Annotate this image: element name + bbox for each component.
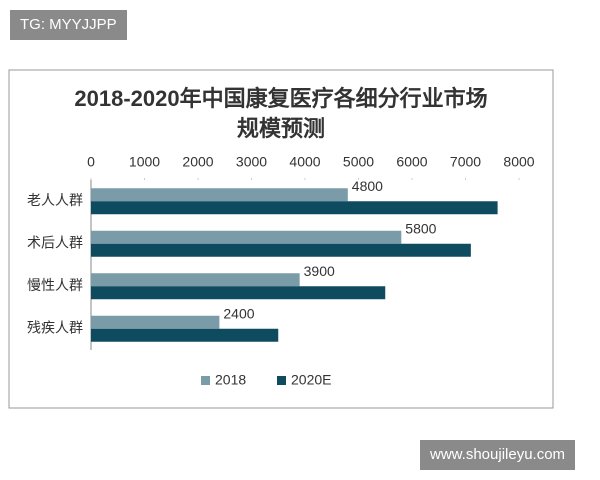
x-tick-label: 1000 <box>129 154 160 170</box>
bar <box>91 315 220 329</box>
bar <box>91 273 300 287</box>
data-label: 3900 <box>304 263 335 279</box>
legend-swatch <box>201 376 210 385</box>
bar <box>91 188 348 202</box>
x-tick-label: 0 <box>87 154 95 170</box>
legend-swatch <box>277 376 286 385</box>
bar <box>91 201 498 215</box>
bar <box>91 286 386 300</box>
y-tick-label: 慢性人群 <box>27 277 83 293</box>
chart-title: 2018-2020年中国康复医疗各细分行业市场规模预测 <box>74 86 488 141</box>
data-label: 5800 <box>405 220 436 236</box>
y-tick-label: 术后人群 <box>27 234 83 250</box>
watermark: www.shoujileyu.com <box>420 440 576 470</box>
watermark: TG: MYYJJPP <box>10 10 127 40</box>
legend-label: 2018 <box>215 372 246 388</box>
x-tick-label: 6000 <box>396 154 427 170</box>
data-label: 2400 <box>223 305 254 321</box>
y-tick-label: 老人人群 <box>27 192 83 208</box>
bar <box>91 230 402 244</box>
x-tick-label: 4000 <box>289 154 320 170</box>
bar <box>91 328 279 342</box>
x-tick-label: 2000 <box>182 154 213 170</box>
bar <box>91 243 471 257</box>
x-tick-label: 8000 <box>503 154 534 170</box>
legend-label: 2020E <box>291 372 331 388</box>
x-tick-label: 3000 <box>236 154 267 170</box>
x-tick-label: 7000 <box>450 154 481 170</box>
data-label: 4800 <box>352 178 383 194</box>
y-tick-label: 残疾人群 <box>27 319 83 335</box>
x-tick-label: 5000 <box>343 154 374 170</box>
